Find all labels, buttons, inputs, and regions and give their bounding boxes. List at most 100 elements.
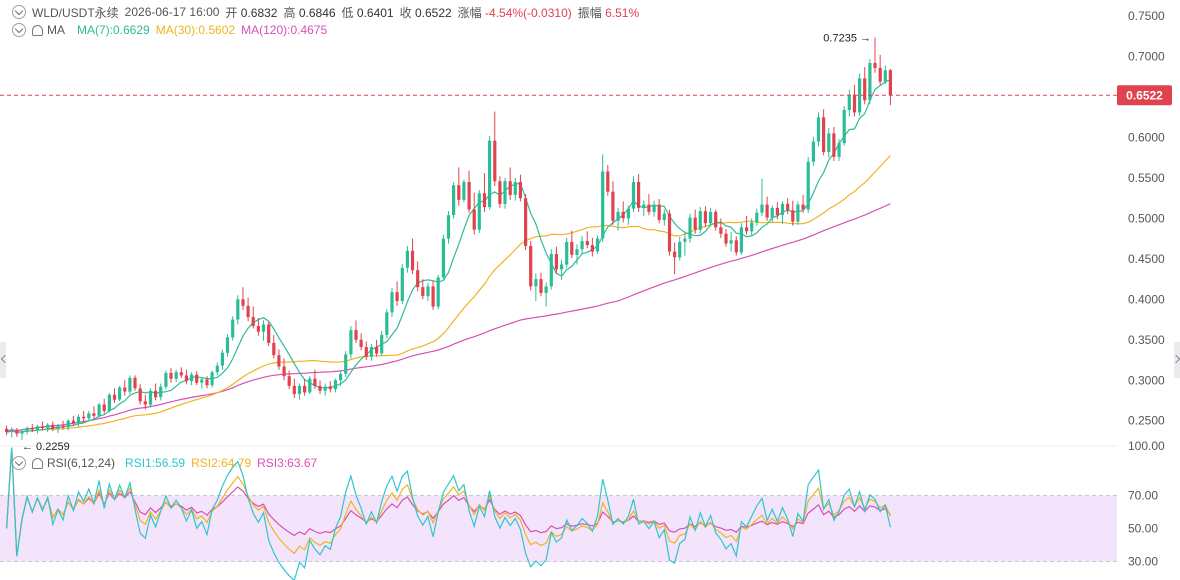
candle bbox=[878, 54, 882, 85]
candle-body bbox=[272, 343, 276, 356]
candle-body bbox=[595, 238, 600, 252]
candle bbox=[190, 372, 194, 386]
candle bbox=[164, 370, 168, 390]
datetime-label: 2026-06-17 16:00 bbox=[124, 5, 220, 19]
change-label: 涨幅 bbox=[457, 5, 482, 20]
candle bbox=[87, 411, 91, 421]
candle-body bbox=[333, 380, 338, 390]
candle-body bbox=[308, 378, 312, 393]
collapse-chevron-icon[interactable] bbox=[12, 5, 26, 19]
candle-body bbox=[709, 211, 713, 224]
candle-body bbox=[539, 279, 543, 293]
candle bbox=[282, 358, 286, 381]
candle-body bbox=[534, 279, 538, 287]
candle-body bbox=[71, 420, 75, 424]
candle-body bbox=[385, 312, 389, 335]
candle bbox=[405, 245, 409, 273]
candle bbox=[200, 377, 204, 389]
candle-body bbox=[549, 254, 553, 287]
candle-body bbox=[61, 425, 65, 428]
candle bbox=[400, 263, 404, 305]
collapse-chevron-icon[interactable] bbox=[12, 23, 26, 37]
candle-body bbox=[112, 394, 117, 400]
ma7-line bbox=[6, 78, 891, 433]
candle bbox=[775, 202, 779, 220]
candle bbox=[852, 84, 857, 117]
candle-body bbox=[92, 413, 96, 416]
candle-body bbox=[323, 386, 327, 391]
candle-body bbox=[858, 78, 862, 113]
candle bbox=[739, 223, 743, 255]
rsi-tick-label: 100.00 bbox=[1128, 439, 1165, 453]
candle bbox=[606, 164, 610, 196]
candle-body bbox=[662, 213, 666, 221]
candle bbox=[498, 176, 502, 208]
candle-body bbox=[462, 182, 466, 200]
candle bbox=[652, 200, 656, 217]
candle bbox=[539, 272, 543, 297]
candle-body bbox=[446, 215, 451, 239]
candle bbox=[580, 236, 584, 255]
candle-body bbox=[801, 204, 805, 210]
candle-body bbox=[390, 292, 394, 313]
candle-body bbox=[719, 227, 723, 234]
candle-body bbox=[107, 394, 111, 411]
candle bbox=[457, 167, 461, 206]
candle bbox=[40, 421, 45, 431]
candle bbox=[570, 230, 574, 259]
candle-body bbox=[46, 424, 50, 428]
candle bbox=[662, 209, 666, 226]
alert-bell-icon[interactable] bbox=[32, 24, 43, 36]
candle bbox=[251, 306, 255, 329]
ma-label: MA bbox=[47, 23, 65, 37]
candle-body bbox=[405, 250, 409, 268]
candle bbox=[246, 297, 250, 322]
candle bbox=[231, 316, 235, 341]
candle bbox=[811, 136, 815, 166]
candle-body bbox=[786, 203, 790, 211]
candle-body bbox=[421, 287, 425, 297]
candle bbox=[256, 317, 260, 336]
candle bbox=[154, 383, 158, 401]
candle bbox=[148, 388, 153, 408]
candle-body bbox=[878, 67, 882, 82]
candle-body bbox=[184, 375, 188, 382]
candle-body bbox=[770, 207, 774, 218]
candle bbox=[822, 109, 826, 156]
candle-body bbox=[688, 217, 692, 239]
scroll-left-handle[interactable] bbox=[0, 342, 6, 378]
scroll-right-handle[interactable] bbox=[1174, 342, 1180, 378]
candle-body bbox=[508, 181, 512, 195]
candle-body bbox=[133, 377, 137, 389]
candle-body bbox=[472, 209, 476, 230]
candle bbox=[883, 65, 887, 85]
candle-body bbox=[791, 210, 795, 222]
candle bbox=[76, 414, 81, 427]
candle bbox=[868, 58, 872, 105]
candle-body bbox=[827, 133, 831, 152]
candle bbox=[426, 283, 430, 301]
candle-body bbox=[426, 286, 430, 297]
candle-body bbox=[256, 326, 260, 332]
candle-body bbox=[76, 416, 81, 424]
candle-body bbox=[354, 330, 358, 340]
candle bbox=[493, 111, 497, 187]
candle-body bbox=[400, 267, 404, 301]
high-label: 高 bbox=[283, 5, 296, 20]
candle-body bbox=[467, 182, 471, 210]
candle bbox=[678, 237, 682, 261]
candles[interactable] bbox=[5, 37, 892, 441]
candle-body bbox=[678, 241, 682, 258]
candle bbox=[267, 321, 271, 347]
rsi3-value: RSI3:63.67 bbox=[257, 456, 318, 470]
candle bbox=[755, 208, 759, 226]
candle bbox=[292, 378, 296, 399]
candle-body bbox=[524, 198, 528, 246]
candle bbox=[508, 167, 512, 200]
candle-body bbox=[395, 292, 399, 301]
candle-body bbox=[873, 63, 877, 68]
last-price-value: 0.6522 bbox=[1126, 89, 1163, 103]
collapse-chevron-icon[interactable] bbox=[12, 456, 26, 470]
alert-bell-icon[interactable] bbox=[32, 457, 43, 469]
